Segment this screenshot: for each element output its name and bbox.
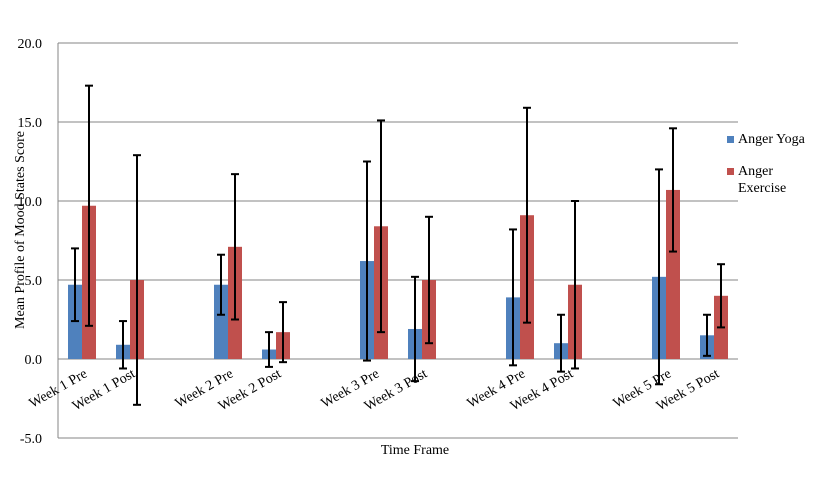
error-bar: [231, 173, 239, 321]
bars: [68, 189, 728, 359]
error-bar: [119, 320, 127, 370]
error-bar: [265, 331, 273, 368]
error-bar: [703, 313, 711, 357]
x-axis-title: Time Frame: [381, 443, 449, 458]
y-tick-label: 0.0: [25, 353, 43, 368]
y-tick-label: 5.0: [25, 274, 43, 289]
error-bars: [71, 84, 725, 406]
y-tick-label: 10.0: [18, 195, 43, 210]
error-bar: [425, 215, 433, 345]
bar-exercise: [666, 189, 680, 359]
error-bar: [411, 275, 419, 383]
error-bar: [509, 228, 517, 367]
y-tick-label: 15.0: [18, 116, 43, 131]
error-bar: [377, 119, 385, 334]
error-bar: [669, 127, 677, 253]
legend: Anger Yoga Anger Exercise: [727, 132, 806, 196]
error-bar: [279, 301, 287, 364]
y-tick-label: -5.0: [20, 432, 42, 447]
error-bar: [557, 313, 565, 373]
legend-swatch: [727, 168, 734, 175]
error-bar: [363, 160, 371, 362]
error-bar: [133, 154, 141, 406]
y-axis-title: Mean Profile of Mood States Score: [13, 131, 28, 329]
error-bar: [217, 253, 225, 316]
error-bar: [71, 247, 79, 323]
gridlines: [57, 42, 738, 439]
legend-label: Exercise: [738, 181, 786, 196]
bar-yoga: [214, 284, 228, 359]
legend-label: Anger: [738, 164, 773, 179]
error-bar: [85, 84, 93, 327]
y-tick-labels: -5.0 0.0 5.0 10.0 15.0 20.0: [18, 37, 43, 447]
y-tick-label: 20.0: [18, 37, 43, 52]
error-bar: [523, 106, 531, 324]
error-bar: [717, 263, 725, 329]
legend-swatch: [727, 136, 734, 143]
legend-label: Anger Yoga: [738, 132, 806, 147]
error-bar: [655, 168, 663, 386]
error-bar: [571, 200, 579, 370]
